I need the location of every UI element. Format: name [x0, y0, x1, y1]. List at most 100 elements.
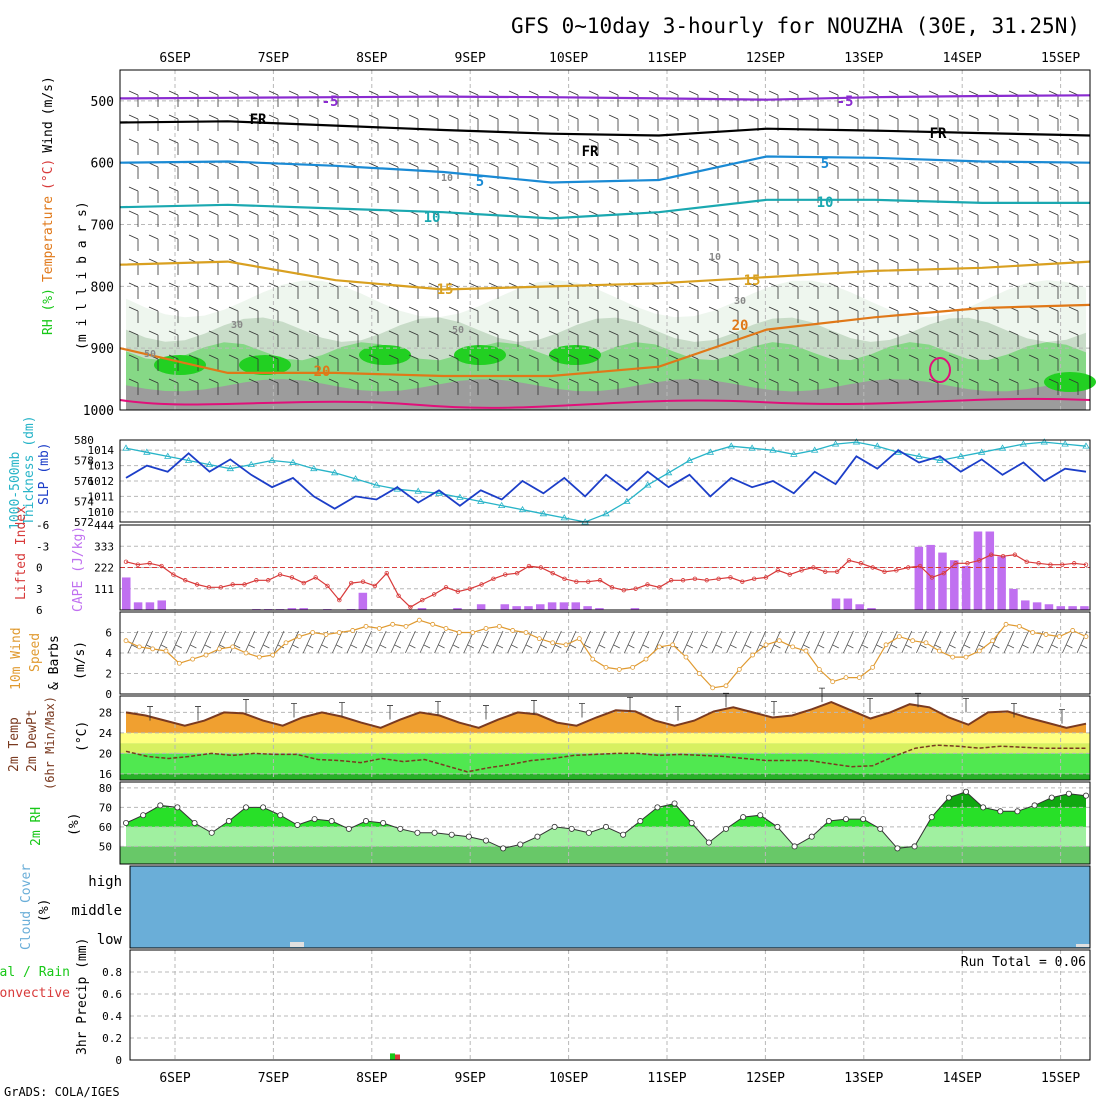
- isotherm-line: [119, 94, 1091, 101]
- lifted-marker: [491, 576, 496, 582]
- wind-barb: [388, 210, 399, 227]
- wind-barb: [608, 330, 619, 347]
- wind-barb: [448, 630, 460, 654]
- wind-barb: [468, 234, 479, 251]
- rh-marker: [568, 825, 575, 832]
- lifted-marker: [431, 592, 437, 597]
- wind-barb: [368, 354, 379, 371]
- wind-barb: [408, 282, 419, 299]
- wind-barb: [828, 354, 839, 371]
- wind-barb: [228, 378, 239, 395]
- wind-barb: [868, 282, 879, 299]
- y-label-1: 2m Temp: [7, 717, 22, 772]
- rh-marker: [723, 825, 730, 832]
- wind-barb: [434, 630, 445, 654]
- wind-barb: [908, 330, 919, 347]
- lifted-marker: [609, 585, 615, 590]
- wind-barb: [268, 354, 279, 371]
- wind-barb: [726, 630, 737, 654]
- wind-barb: [648, 354, 659, 371]
- lifted-marker: [408, 604, 413, 610]
- wind-barb: [388, 306, 399, 323]
- wind-barb: [628, 306, 639, 323]
- wind-barb: [728, 378, 739, 395]
- wind-barb: [273, 630, 285, 654]
- rh-marker: [825, 818, 832, 825]
- wind-speed-marker: [763, 642, 769, 648]
- rh-marker: [637, 818, 644, 825]
- wind-barb: [682, 630, 694, 654]
- wind-barb: [788, 234, 799, 251]
- wind-barb: [528, 234, 539, 251]
- panel-frame: [119, 695, 1091, 781]
- wind-barb: [1048, 210, 1059, 227]
- wind-barb: [328, 234, 339, 251]
- wind-barb: [508, 330, 519, 347]
- wind-barb: [688, 90, 699, 107]
- thickness-marker: [143, 448, 151, 455]
- wind-barb: [908, 138, 919, 155]
- wind-barb: [248, 162, 259, 179]
- wind-barb: [788, 90, 799, 107]
- thickness-marker: [790, 450, 798, 457]
- thickness-marker: [205, 460, 214, 467]
- wind-barb: [688, 138, 699, 155]
- lifted-marker: [763, 575, 769, 580]
- thickness-marker: [518, 505, 527, 513]
- wind-barb: [148, 90, 159, 107]
- wind-speed-marker: [403, 623, 409, 629]
- y-label-part: Wind: [41, 121, 56, 152]
- wind-barb: [740, 630, 752, 654]
- lifted-marker: [337, 597, 342, 603]
- thickness-marker: [247, 460, 255, 467]
- lifted-marker: [799, 568, 804, 573]
- wind-barb: [248, 138, 259, 155]
- wind-barb: [468, 378, 479, 395]
- wind-barb: [708, 210, 719, 227]
- wind-barb: [268, 138, 279, 155]
- wind-barb: [808, 138, 819, 155]
- y-label-left-1: 1000-500mb: [8, 452, 23, 530]
- wind-barb: [346, 630, 358, 654]
- wind-barb: [608, 186, 619, 203]
- cape-bar: [831, 598, 841, 610]
- wind-barb: [528, 162, 539, 179]
- wind-barb: [788, 282, 799, 299]
- wind-speed-marker: [776, 638, 782, 644]
- y-tick: 50: [99, 840, 112, 853]
- wind-barb: [888, 306, 899, 323]
- temp-minmax-bar: [531, 700, 537, 715]
- wind-barb: [668, 90, 679, 107]
- y-label-3: & Barbs: [47, 635, 62, 690]
- y-tick-left: 3: [36, 583, 43, 596]
- wind-barb: [508, 90, 519, 107]
- wind-speed-marker: [1070, 628, 1076, 633]
- chart-title: GFS 0~10day 3-hourly for NOUZHA (30E, 31…: [511, 14, 1080, 38]
- wind-barb: [228, 210, 239, 227]
- wind-barb: [348, 90, 359, 107]
- wind-barb: [828, 186, 839, 203]
- wind-barb: [648, 114, 659, 131]
- wind-barb: [708, 90, 719, 107]
- lifted-marker: [751, 576, 757, 582]
- wind-barb: [148, 306, 159, 323]
- thickness-marker: [268, 456, 276, 463]
- contour-label: FR: [582, 144, 599, 160]
- wind-barb: [968, 354, 979, 371]
- wind-barb: [507, 630, 518, 654]
- wind-barb: [468, 186, 479, 203]
- wind-barb: [628, 282, 639, 299]
- wind-barb: [624, 630, 635, 654]
- wind-barb: [548, 90, 559, 107]
- lifted-marker: [1000, 553, 1006, 559]
- wind-barb: [988, 186, 999, 203]
- rh-marker: [774, 823, 781, 830]
- rh-marker: [603, 823, 610, 830]
- rh-marker: [1048, 794, 1055, 801]
- wind-barb: [1008, 186, 1019, 203]
- wind-barb: [1068, 354, 1079, 371]
- wind-barb: [848, 282, 859, 299]
- lifted-marker: [1071, 561, 1077, 566]
- cape-bar: [1021, 600, 1030, 610]
- wind-barb: [788, 354, 799, 371]
